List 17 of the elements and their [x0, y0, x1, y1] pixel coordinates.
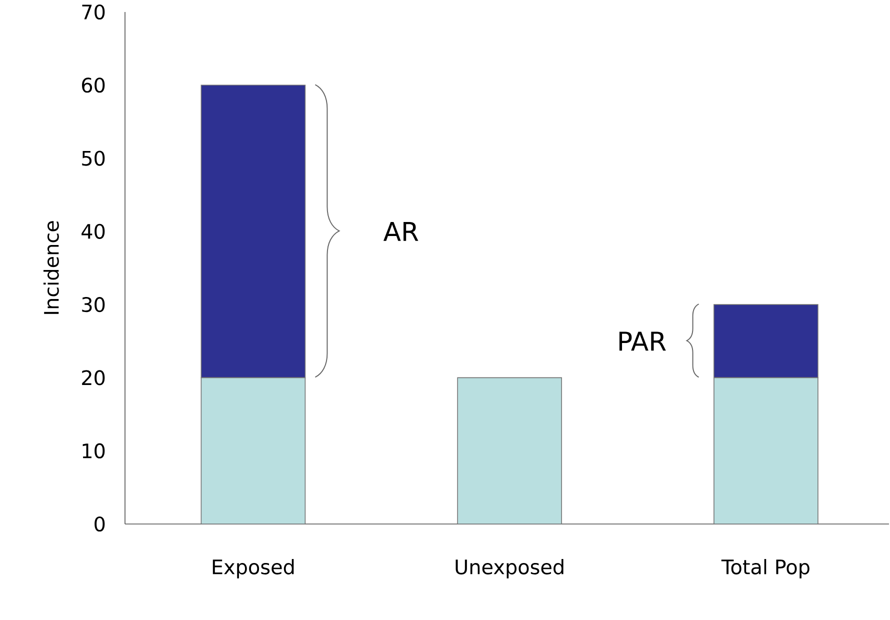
annotation: PAR: [619, 332, 666, 351]
bar: [714, 377, 818, 524]
y-axis-title: Incidence: [43, 221, 59, 314]
y-tick-label: 10: [82, 443, 105, 458]
x-tick-label: Exposed: [212, 559, 294, 578]
y-tick-label: 70: [82, 4, 105, 20]
x-tick-label: Total Pop: [721, 559, 810, 578]
bar: [200, 377, 306, 524]
y-tick-label: 50: [82, 150, 105, 166]
x-tick-label: Unexposed: [456, 559, 564, 578]
y-tick-label: 60: [82, 78, 105, 93]
y-tick-label: 40: [82, 224, 105, 239]
bar: [457, 377, 562, 524]
y-tick-label: 20: [82, 370, 105, 386]
y-tick-label: 30: [82, 297, 105, 312]
annotation: AR: [383, 222, 418, 241]
y-tick-label: 0: [94, 516, 105, 532]
